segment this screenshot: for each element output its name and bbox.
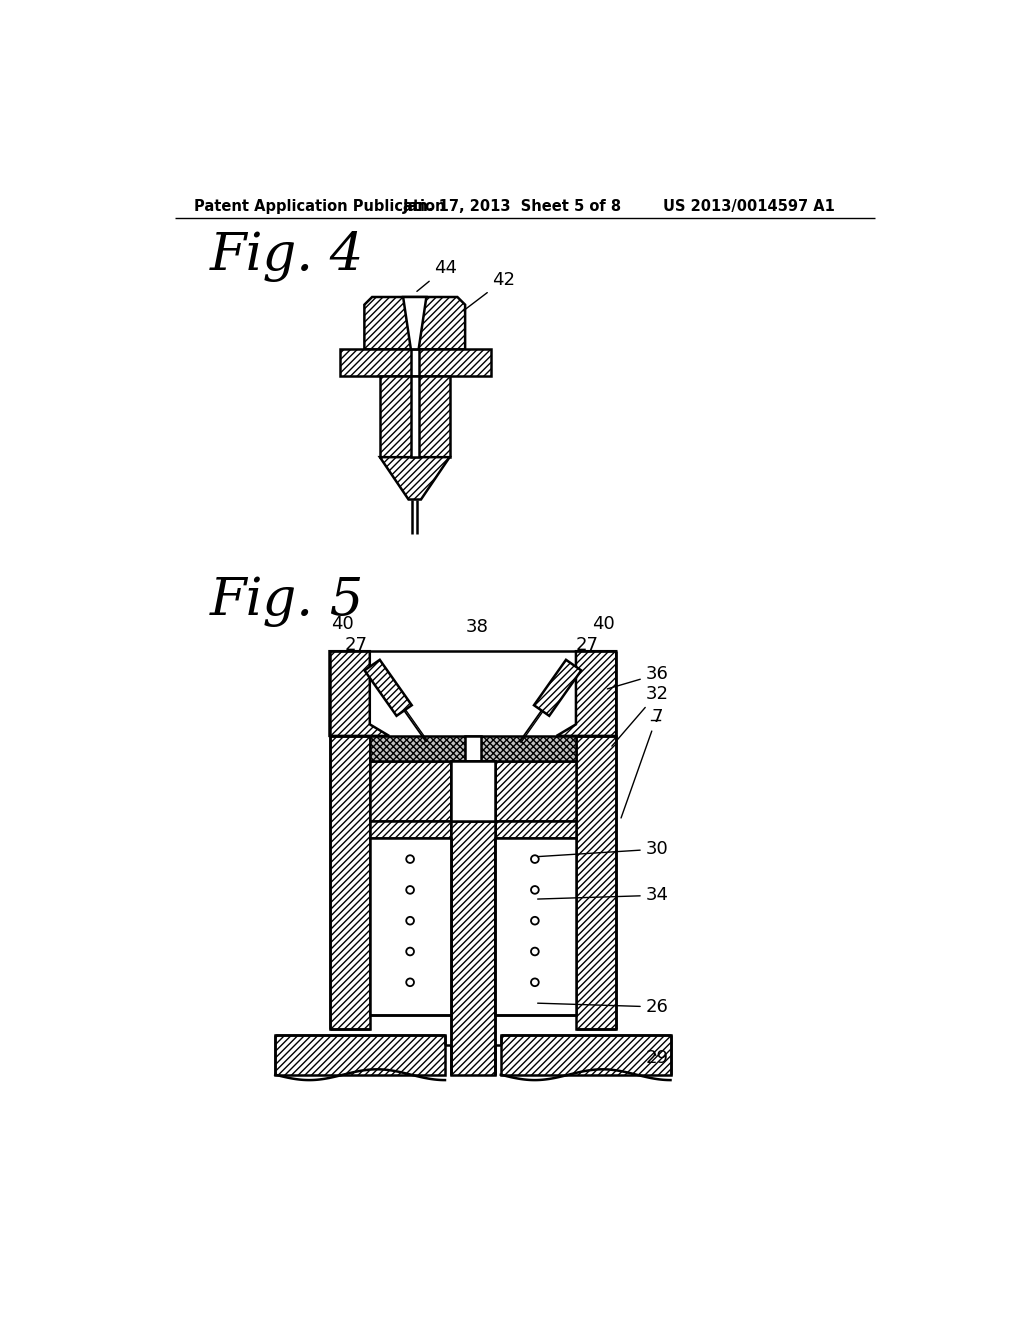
Text: 44: 44 <box>417 259 457 292</box>
Bar <box>452 760 495 1074</box>
Text: 27: 27 <box>345 636 368 653</box>
Bar <box>495 760 575 821</box>
Text: 7: 7 <box>621 708 663 818</box>
Bar <box>495 821 575 838</box>
Bar <box>465 737 480 760</box>
Polygon shape <box>403 297 426 350</box>
Text: 29: 29 <box>646 1049 669 1067</box>
Bar <box>452 821 495 838</box>
Bar <box>330 737 370 1028</box>
Text: Patent Application Publication: Patent Application Publication <box>194 198 445 214</box>
Text: 40: 40 <box>592 615 614 634</box>
Polygon shape <box>365 660 412 715</box>
Text: Jan. 17, 2013  Sheet 5 of 8: Jan. 17, 2013 Sheet 5 of 8 <box>403 198 623 214</box>
Polygon shape <box>365 297 465 350</box>
Text: 40: 40 <box>332 615 354 634</box>
Bar <box>411 350 419 376</box>
Text: Fig. 4: Fig. 4 <box>209 231 364 282</box>
Polygon shape <box>380 457 450 499</box>
Text: 38: 38 <box>465 618 488 635</box>
Polygon shape <box>557 651 616 737</box>
Bar <box>370 837 452 1015</box>
Bar <box>340 350 490 376</box>
Text: 32: 32 <box>612 685 669 746</box>
Bar <box>370 821 452 838</box>
Text: 42: 42 <box>464 271 515 310</box>
Polygon shape <box>534 660 582 715</box>
Bar <box>370 737 575 760</box>
Text: Fig. 5: Fig. 5 <box>209 576 364 627</box>
Bar <box>501 1035 671 1074</box>
Text: 30: 30 <box>538 840 669 858</box>
Text: US 2013/0014597 A1: US 2013/0014597 A1 <box>663 198 835 214</box>
Text: 36: 36 <box>607 665 669 689</box>
Polygon shape <box>330 651 389 737</box>
Bar <box>370 760 452 821</box>
Bar <box>380 376 450 457</box>
Text: 27: 27 <box>577 636 599 653</box>
Bar <box>495 837 575 1015</box>
Bar <box>575 737 616 1028</box>
Bar <box>452 760 495 821</box>
Bar <box>411 376 419 457</box>
Bar <box>452 760 495 821</box>
Bar <box>275 1035 445 1074</box>
Text: 26: 26 <box>538 998 669 1016</box>
Text: 34: 34 <box>538 886 669 904</box>
